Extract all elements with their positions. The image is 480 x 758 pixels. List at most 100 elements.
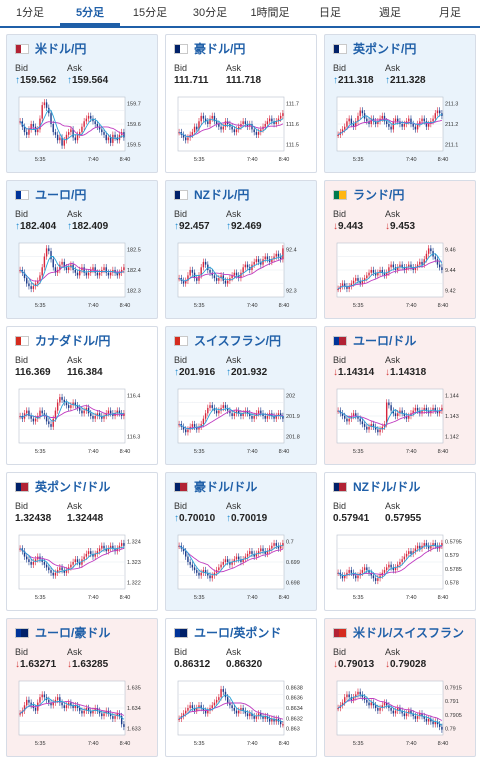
rate-card[interactable]: スイスフラン/円 Bid Ask ↑201.916 ↑201.932 202 201.9 20… <box>165 326 317 465</box>
candle <box>257 713 260 717</box>
candle <box>257 259 260 262</box>
candle <box>372 702 375 706</box>
pair-name[interactable]: ユーロ/ドル <box>353 334 417 348</box>
mini-chart[interactable]: 202 201.9 201.8 5:35 7:40 8:40 <box>174 385 310 457</box>
rate-card[interactable]: ユーロ/豪ドル Bid Ask ↓1.63271 ↓1.63285 1.635 1.634 1… <box>6 618 158 757</box>
candle <box>200 267 202 276</box>
pair-name[interactable]: 米ドル/円 <box>35 42 87 56</box>
tab-4[interactable]: 30分足 <box>192 7 228 19</box>
candle <box>268 118 271 122</box>
pair-name[interactable]: ユーロ/豪ドル <box>35 626 111 640</box>
candle <box>94 708 96 711</box>
pair-name[interactable]: スイスフラン/円 <box>194 334 281 348</box>
pair-name[interactable]: NZドル/円 <box>194 188 250 202</box>
mini-chart[interactable]: 92.4 92.3 5:35 7:40 8:40 <box>174 239 310 311</box>
mini-chart[interactable]: 0.7915 0.791 0.7905 0.79 5:35 7:40 8:40 <box>333 677 469 749</box>
mini-chart[interactable]: 1.324 1.323 1.322 5:35 7:40 8:40 <box>15 531 151 603</box>
candle <box>405 267 408 270</box>
candle <box>43 694 46 698</box>
tab-2[interactable]: 5分足 <box>60 0 120 26</box>
arrow-up-icon: ↑ <box>333 75 338 86</box>
rate-card[interactable]: NZドル/円 Bid Ask ↑92.457 ↑92.469 92.4 92.3 5:35 7:… <box>165 180 317 319</box>
ask-label: Ask <box>385 355 401 365</box>
rate-card[interactable]: 米ドル/円 Bid Ask ↑159.562 ↑159.564 159.7 159.6 159… <box>6 34 158 173</box>
ask-label: Ask <box>226 501 242 511</box>
rate-card[interactable]: ユーロ/円 Bid Ask ↑182.404 ↑182.409 182.5 182.4 182… <box>6 180 158 319</box>
candle <box>32 418 35 422</box>
tab-6[interactable]: 日足 <box>319 7 341 19</box>
candle <box>399 410 401 414</box>
pair-name[interactable]: 豪ドル/ドル <box>194 480 258 494</box>
tab-7[interactable]: 週足 <box>379 7 401 19</box>
candle <box>28 410 30 416</box>
rate-card[interactable]: 英ポンド/ドル Bid Ask 1.32438 1.32448 1.324 1.323 1.3… <box>6 472 158 611</box>
rate-card[interactable]: 米ドル/スイスフラン Bid Ask ↓0.79013 ↓0.79028 0.7915 0.… <box>324 618 476 757</box>
candle <box>202 261 205 268</box>
mini-chart[interactable]: 9.46 9.44 9.42 5:35 7:40 8:40 <box>333 239 469 311</box>
rate-card[interactable]: ランド/円 Bid Ask ↓9.443 ↓9.453 9.46 9.44 9.42 5:35 7… <box>324 180 476 319</box>
ma-fast-line <box>19 108 124 141</box>
candle <box>211 575 213 579</box>
candle <box>430 718 432 722</box>
mini-chart[interactable]: 182.5 182.4 182.3 5:35 7:40 8:40 <box>15 239 151 311</box>
candle <box>118 410 121 414</box>
ma-fast-line <box>178 694 284 723</box>
tab-5[interactable]: 1時間足 <box>250 7 290 19</box>
tab-8[interactable]: 月足 <box>439 7 461 19</box>
candle <box>56 402 59 411</box>
pair-name[interactable]: ランド/円 <box>353 188 405 202</box>
rate-card[interactable]: ユーロ/英ポンド Bid Ask 0.86312 0.86320 0.8638 0.8636… <box>165 618 317 757</box>
candle <box>366 699 368 703</box>
bid-ask-labels: Bid Ask <box>15 63 82 73</box>
mini-chart[interactable]: 1.144 1.143 1.142 5:35 7:40 8:40 <box>333 385 469 457</box>
candle <box>87 272 90 276</box>
rate-card[interactable]: 豪ドル/円 Bid Ask 111.711 111.718 111.7 111.6 111.5… <box>165 34 317 173</box>
rate-card[interactable]: ユーロ/ドル Bid Ask ↓1.14314 ↓1.14318 1.144 1.143 1.… <box>324 326 476 465</box>
pair-name[interactable]: NZドル/ドル <box>353 480 421 494</box>
card-header: スイスフラン/円 <box>174 332 281 349</box>
pair-name[interactable]: 英ポンド/ドル <box>35 480 111 494</box>
mini-chart[interactable]: 0.8638 0.8636 0.8634 0.8632 0.863 5:35 7:40 8:4… <box>174 677 310 749</box>
mini-chart[interactable]: 159.7 159.6 159.5 5:35 7:40 8:40 <box>15 93 151 165</box>
candle <box>414 548 417 552</box>
rate-card[interactable]: カナダドル/円 Bid Ask 116.369 116.384 116.4 116.3 5:3… <box>6 326 158 465</box>
candle <box>63 261 65 268</box>
mini-chart[interactable]: 111.7 111.6 111.5 5:35 7:40 8:40 <box>174 93 310 165</box>
mini-chart[interactable]: 0.5795 0.579 0.5785 0.578 5:35 7:40 8:40 <box>333 531 469 603</box>
tab-1[interactable]: 1分足 <box>15 7 45 19</box>
pair-name[interactable]: 英ポンド/円 <box>353 42 417 56</box>
candle <box>412 551 414 554</box>
mini-chart[interactable]: 116.4 116.3 5:35 7:40 8:40 <box>15 385 151 457</box>
candle <box>246 553 249 557</box>
rate-card[interactable]: 豪ドル/ドル Bid Ask ↑0.70010 ↑0.70019 0.7 0.699 0.69… <box>165 472 317 611</box>
ask-label: Ask <box>67 63 83 73</box>
candle <box>193 567 196 571</box>
candle <box>279 721 282 725</box>
mini-chart[interactable]: 211.3 211.2 211.1 5:35 7:40 8:40 <box>333 93 469 165</box>
candle <box>207 572 209 576</box>
candle <box>355 413 357 416</box>
x-tick-label: 8:40 <box>120 595 131 601</box>
candle <box>101 713 103 717</box>
candle <box>87 708 90 711</box>
pair-name[interactable]: 米ドル/スイスフラン <box>353 626 464 640</box>
candle <box>253 129 255 133</box>
rate-card[interactable]: 英ポンド/円 Bid Ask ↑211.318 ↑211.328 211.3 211.2 21… <box>324 34 476 173</box>
candle <box>63 570 65 573</box>
card-header: 米ドル/円 <box>15 40 86 57</box>
pair-name[interactable]: 豪ドル/円 <box>194 42 246 56</box>
candle <box>260 261 262 265</box>
pair-name[interactable]: ユーロ/円 <box>35 188 87 202</box>
mini-chart[interactable]: 0.7 0.699 0.698 5:35 7:40 8:40 <box>174 531 310 603</box>
candle <box>85 553 88 557</box>
pair-name[interactable]: カナダドル/円 <box>35 334 111 348</box>
candle <box>416 124 419 130</box>
pair-name[interactable]: ユーロ/英ポンド <box>194 626 282 640</box>
mini-chart[interactable]: 1.635 1.634 1.633 5:35 7:40 8:40 <box>15 677 151 749</box>
candle <box>423 716 425 719</box>
candle <box>412 124 414 127</box>
candle <box>262 716 264 719</box>
tab-3[interactable]: 15分足 <box>132 7 168 19</box>
bid-value: 0.86312 <box>174 659 211 670</box>
rate-card[interactable]: NZドル/ドル Bid Ask 0.57941 0.57955 0.5795 0.579 0.… <box>324 472 476 611</box>
